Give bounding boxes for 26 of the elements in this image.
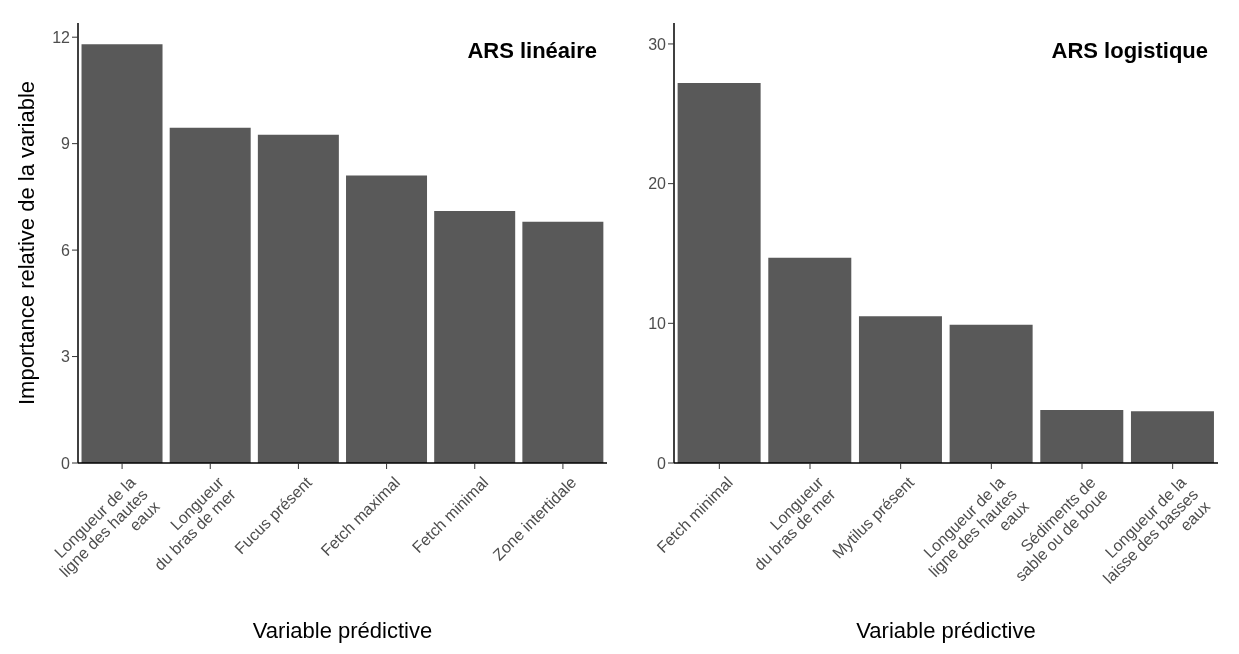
text: ARS linéaire: [467, 38, 597, 64]
bar: [768, 257, 852, 463]
bar: [434, 211, 516, 463]
y-tick-label: 12: [52, 28, 71, 46]
text: ARS logistique: [1051, 38, 1208, 64]
bar: [1130, 411, 1214, 463]
x-axis-title: Variable prédictive: [856, 618, 1036, 643]
x-axis-title: Variable prédictive: [252, 618, 433, 643]
y-tick-label: 30: [648, 35, 667, 53]
bar: [949, 324, 1033, 463]
bar: [1040, 409, 1124, 463]
y-tick-label: 0: [61, 454, 71, 472]
y-tick-label: 6: [61, 241, 71, 259]
y-tick-label: 20: [648, 175, 667, 193]
bar: [858, 316, 942, 463]
bar: [522, 221, 604, 463]
y-tick-label: 0: [657, 454, 667, 472]
y-tick-label: 3: [61, 348, 71, 366]
bar: [677, 83, 761, 463]
bar: [257, 134, 339, 463]
y-tick-label: 10: [648, 315, 667, 332]
bar: [346, 175, 428, 463]
bar: [81, 44, 163, 463]
y-tick-label: 9: [61, 135, 71, 153]
bar: [169, 127, 251, 463]
y-axis-title: Importance relative de la variable: [13, 80, 39, 406]
